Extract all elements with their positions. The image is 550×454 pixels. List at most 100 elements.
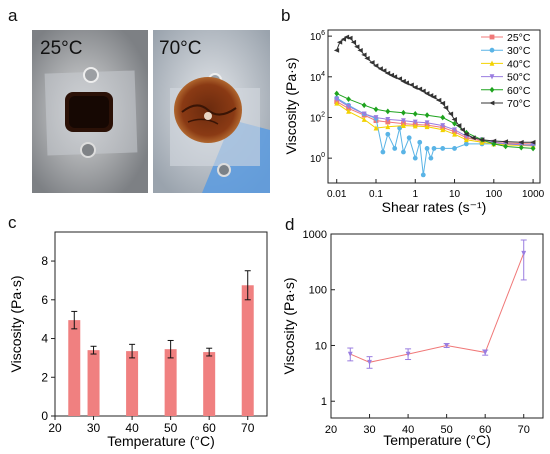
chart-b-point: [424, 120, 430, 126]
chart-d-line: [350, 253, 525, 363]
chart-b-series-line: [336, 98, 534, 146]
chart-b-point: [333, 47, 340, 53]
chart-d-xtick-label: 20: [325, 424, 337, 436]
chart-b-point: [400, 78, 406, 84]
chart-b-point: [440, 123, 446, 129]
chart-b-point: [385, 123, 391, 130]
chart-b-point: [403, 80, 409, 86]
chart-b-point: [459, 127, 465, 133]
chart-b-point: [346, 108, 351, 114]
chart-d-xtick-label: 50: [441, 424, 453, 436]
chart-b-point: [401, 109, 406, 116]
panel-c-letter: c: [8, 213, 17, 232]
chart-b-series-line: [336, 102, 534, 147]
chart-b-series-line: [336, 97, 534, 175]
chart-b-xtick-label: 0.01: [327, 189, 347, 200]
chart-d-point: [367, 359, 372, 366]
chart-b-point: [388, 72, 395, 78]
chart-b-xtick-label: 10: [449, 189, 461, 200]
chart-b-point: [408, 82, 414, 88]
chart-b-point: [361, 52, 367, 58]
chart-b-point: [412, 123, 418, 129]
chart-b-point: [412, 119, 418, 125]
chart-b-point: [424, 112, 430, 119]
chart-b-point: [452, 120, 457, 127]
chart-b-point: [416, 86, 423, 92]
chart-b-point: [431, 146, 437, 151]
photo-25c: [32, 30, 148, 193]
chart-c-bar: [164, 349, 177, 416]
chart-b-point: [518, 144, 524, 151]
chart-c-frame: [54, 231, 268, 417]
chart-b-point: [350, 39, 357, 45]
chart-d-point: [444, 343, 450, 349]
chart-c-xtick-label: 70: [241, 421, 255, 435]
chart-b-point: [424, 91, 430, 96]
chart-b-point: [397, 125, 403, 131]
chart-b-point: [373, 63, 379, 69]
chart-c-ytick-label: 8: [41, 254, 48, 268]
chart-b-point: [380, 149, 386, 155]
chart-b-legend-marker: [489, 34, 495, 40]
chart-b-series-line: [336, 101, 534, 145]
chart-b-ytick-label: 102: [310, 111, 325, 124]
chart-b-point: [369, 60, 375, 65]
chart-b-point: [431, 94, 437, 100]
chart-b-point: [439, 100, 446, 106]
chart-d-xtick-label: 40: [402, 424, 414, 436]
chart-b-ytick-label: 104: [310, 71, 325, 84]
chart-b-legend-marker: [489, 74, 495, 80]
chart-b-point: [452, 131, 457, 137]
chart-b-point: [401, 149, 406, 155]
chart-b-point: [470, 135, 476, 141]
chart-b-point: [396, 76, 403, 82]
chart-d-point: [521, 250, 527, 257]
chart-b-point: [436, 97, 442, 103]
chart-b-point: [377, 66, 383, 72]
chart-b-point: [447, 111, 454, 117]
chart-b-frame: [327, 29, 541, 184]
chart-b-point: [530, 145, 536, 152]
chart-c-bar: [126, 351, 139, 416]
chart-c: 20 30 40 50 60 70 0 2 4 6 8 Temperature (°C) Visco…: [8, 231, 268, 449]
chart-b-legend-label: 70°C: [507, 98, 531, 110]
panel-d-letter: d: [285, 215, 295, 234]
chart-c-xtick-label: 50: [164, 421, 178, 435]
chart-b-point: [401, 118, 406, 124]
chart-b-point: [391, 74, 398, 80]
chart-b-point: [336, 39, 343, 45]
photo-70c: [153, 30, 270, 193]
chart-b-point: [334, 100, 340, 106]
chart-b-point: [361, 102, 367, 109]
photo-25c-label: 25°C: [40, 38, 82, 59]
chart-b-legend-marker: [489, 60, 495, 66]
chart-b-point: [346, 104, 351, 110]
chart-b-xtick-label: 1000: [522, 189, 545, 200]
chart-b-point: [463, 141, 469, 147]
chart-b-point: [412, 155, 418, 161]
chart-b-point: [412, 85, 418, 90]
chart-b-point: [452, 146, 457, 151]
chart-b-point: [340, 36, 347, 42]
chart-d-ytick-label: 10: [315, 340, 327, 352]
chart-b: 0.01 0.1 1 10 100 1000 100 102 104 106 25°C30°C40…: [285, 29, 545, 215]
chart-b-point: [361, 116, 367, 122]
chart-b-series-line: [336, 93, 534, 149]
chart-b-point: [440, 126, 446, 133]
chart-d-ytick-label: 1: [321, 396, 327, 408]
chart-b-point: [412, 110, 418, 117]
chart-b-point: [354, 44, 360, 50]
chart-b-legend-label: 50°C: [507, 72, 531, 84]
chart-b-point: [530, 139, 536, 145]
chart-c-ytick-label: 2: [41, 370, 48, 384]
chart-c-xlabel: Temperature (°C): [107, 433, 215, 449]
chart-b-point: [385, 131, 391, 137]
chart-b-point: [424, 146, 430, 151]
chart-c-bar: [68, 320, 81, 416]
chart-d-ytick-label: 100: [309, 285, 327, 297]
chart-b-point: [427, 93, 434, 98]
chart-b-legend-label: 40°C: [507, 58, 531, 70]
chart-b-point: [417, 139, 423, 145]
panel-a-photos: 25°C 70°C: [32, 30, 270, 193]
chart-b-xtick-label: 0.1: [369, 189, 383, 200]
